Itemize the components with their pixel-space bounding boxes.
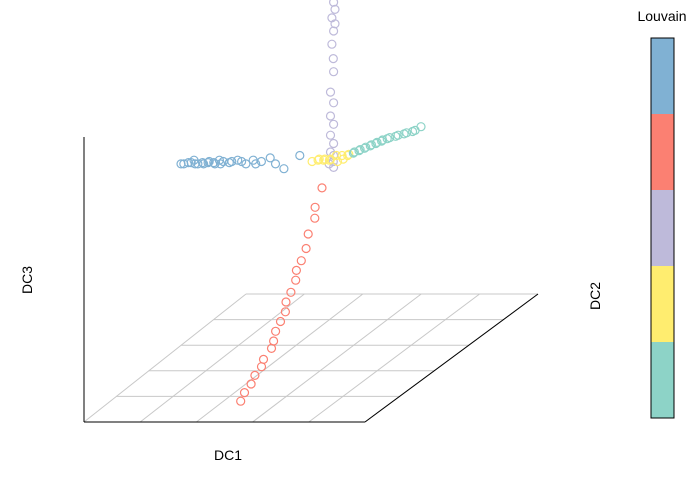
data-point [416,122,426,132]
data-point [250,370,260,380]
data-point [296,256,306,266]
data-point [349,147,359,157]
data-point [241,159,251,169]
data-point [330,4,340,14]
floor-grid-line [139,293,305,423]
x-axis-label: DC1 [214,447,242,463]
data-point [310,213,320,223]
data-point [209,158,219,168]
floor-grid-line [308,293,480,423]
data-point [256,362,267,372]
data-point [344,149,354,159]
data-point [281,297,291,307]
data-point [186,158,196,168]
data-point [402,128,412,138]
data-point [239,388,250,398]
data-point [275,316,286,327]
data-point [393,130,403,140]
data-point [269,336,279,346]
data-point [265,153,275,163]
data-point [372,137,382,147]
data-point [325,111,336,121]
data-point [291,275,301,285]
y-axis-label: DC2 [587,282,603,310]
data-point [385,133,395,143]
data-point [303,229,313,239]
data-point [329,98,339,108]
data-point [197,158,208,168]
data-point [361,142,371,152]
data-point [301,243,311,254]
data-point [183,158,193,168]
floor-grid-line [196,293,364,423]
legend-colorbar: Louvain [637,8,687,419]
data-points [176,0,426,406]
data-point [271,326,281,336]
data-point [203,158,213,168]
data-point [310,202,320,212]
legend-title: Louvain [637,8,686,24]
data-point [295,150,305,161]
data-point [256,156,266,167]
data-point [199,159,209,169]
colorbar-cell [651,266,674,342]
colorbar-cell [651,342,674,418]
data-point [319,155,329,165]
data-point [280,307,290,317]
colorbar-frame [650,37,675,419]
data-point [366,140,376,150]
floor-grid-line [83,293,247,423]
data-point [329,26,339,36]
data-point [246,379,256,389]
data-point [328,53,338,64]
colorbar-cell [651,38,674,114]
y-axis-line [364,293,539,423]
data-point [227,156,237,167]
data-point [251,159,261,169]
data-point [204,156,214,167]
data-point [233,155,243,165]
data-point [329,138,339,149]
data-point [266,343,277,353]
data-point [320,154,330,164]
data-point [377,136,387,146]
axes-frame [83,137,539,423]
colorbar-cell [651,190,674,266]
data-point [332,156,343,167]
data-point [314,154,324,164]
z-axis-label: DC3 [19,266,35,294]
data-point [337,150,347,161]
data-point [329,67,339,77]
colorbar-cell [651,114,674,190]
data-point [193,159,203,169]
data-point [215,159,226,169]
data-point [355,145,365,155]
data-point [270,159,281,169]
data-point [327,39,337,49]
data-point [286,287,296,297]
data-point [410,125,420,135]
data-point [279,164,289,174]
data-point [329,119,339,129]
colorbar-cells [650,37,675,419]
data-point [317,183,327,193]
data-point [325,87,336,97]
data-point [291,265,301,275]
floor-grid [83,293,539,423]
data-point [236,396,246,406]
data-point [325,130,336,140]
data-point [313,155,323,165]
data-point [330,19,340,29]
data-point [214,155,224,165]
floor-grid-line [252,293,422,423]
